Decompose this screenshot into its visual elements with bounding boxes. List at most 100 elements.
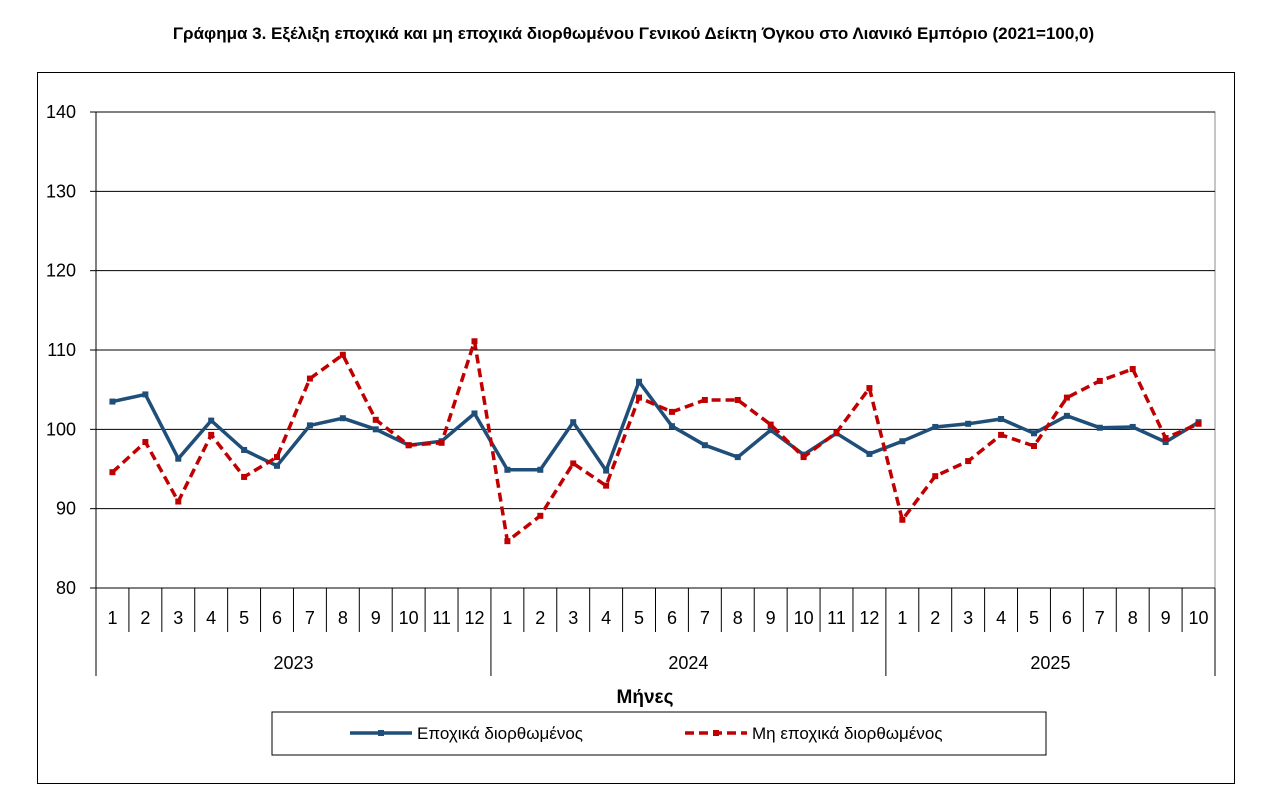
data-point: [1030, 430, 1037, 437]
data-point: [405, 442, 412, 449]
x-tick-label: 6: [1062, 608, 1072, 628]
y-tick-label: 120: [46, 261, 76, 281]
x-tick-label: 7: [1095, 608, 1105, 628]
chart-frame: [37, 72, 1235, 784]
data-point: [142, 439, 149, 446]
year-label: 2025: [1030, 653, 1070, 673]
data-point: [899, 438, 906, 445]
data-point: [603, 467, 610, 474]
data-point: [1030, 442, 1037, 449]
data-point: [372, 426, 379, 433]
data-point: [504, 538, 511, 545]
data-point: [109, 469, 116, 476]
x-tick-label: 8: [733, 608, 743, 628]
data-point: [668, 408, 675, 415]
x-tick-label: 7: [700, 608, 710, 628]
data-point: [339, 415, 346, 422]
x-tick-label: 10: [399, 608, 419, 628]
y-tick-label: 100: [46, 419, 76, 439]
x-tick-label: 8: [1128, 608, 1138, 628]
data-point: [537, 512, 544, 519]
data-point: [636, 394, 643, 401]
x-tick-label: 7: [305, 608, 315, 628]
data-point: [570, 419, 577, 426]
data-point: [932, 423, 939, 430]
x-tick-label: 11: [432, 608, 451, 628]
x-tick-label: 10: [1189, 608, 1209, 628]
data-point: [767, 421, 774, 428]
year-label: 2023: [273, 653, 313, 673]
x-tick-label: 4: [996, 608, 1006, 628]
legend-marker: [713, 730, 719, 736]
x-axis-title: Μήνες: [617, 687, 674, 708]
x-tick-label: 1: [897, 608, 907, 628]
x-tick-label: 9: [1161, 608, 1171, 628]
x-tick-label: 1: [107, 608, 117, 628]
x-tick-label: 4: [601, 608, 611, 628]
data-point: [241, 473, 248, 480]
x-tick-label: 12: [464, 608, 484, 628]
x-tick-label: 3: [173, 608, 183, 628]
data-point: [800, 454, 807, 461]
data-point: [306, 375, 313, 382]
data-point: [899, 516, 906, 523]
data-point: [241, 446, 248, 453]
x-tick-label: 11: [827, 608, 846, 628]
data-point: [339, 351, 346, 358]
data-point: [438, 439, 445, 446]
data-point: [208, 431, 215, 438]
x-tick-label: 2: [535, 608, 545, 628]
data-point: [372, 416, 379, 423]
x-tick-label: 5: [1029, 608, 1039, 628]
x-tick-label: 4: [206, 608, 216, 628]
data-point: [668, 423, 675, 430]
x-tick-label: 6: [667, 608, 677, 628]
data-point: [701, 396, 708, 403]
data-point: [1129, 366, 1136, 373]
series-line-1: [112, 379, 1200, 473]
x-tick-label: 1: [502, 608, 512, 628]
data-point: [998, 431, 1005, 438]
data-point: [570, 460, 577, 467]
series-line-2: [111, 339, 1200, 543]
data-point: [767, 427, 774, 434]
y-tick-label: 80: [56, 578, 76, 598]
data-point: [504, 466, 511, 473]
data-point: [471, 338, 478, 345]
x-tick-label: 5: [634, 608, 644, 628]
x-tick-label: 9: [371, 608, 381, 628]
data-point: [1063, 412, 1070, 419]
data-point: [306, 422, 313, 429]
data-point: [866, 385, 873, 392]
data-point: [537, 466, 544, 473]
data-point: [1063, 394, 1070, 401]
data-point: [998, 416, 1005, 423]
chart-title: Γράφημα 3. Εξέλιξη εποχικά και μη εποχικ…: [172, 24, 1095, 43]
data-point: [1162, 435, 1169, 442]
data-point: [734, 454, 741, 461]
y-tick-label: 130: [46, 181, 76, 201]
x-tick-label: 3: [963, 608, 973, 628]
data-point: [1129, 423, 1136, 430]
data-point: [603, 482, 610, 489]
x-tick-label: 8: [338, 608, 348, 628]
x-tick-label: 10: [794, 608, 814, 628]
data-point: [175, 455, 182, 462]
legend-label-1: Εποχικά διορθωμένος: [417, 724, 583, 743]
data-point: [636, 378, 643, 385]
y-tick-label: 90: [56, 499, 76, 519]
data-point: [932, 473, 939, 480]
data-point: [471, 410, 478, 417]
legend-marker: [378, 730, 384, 736]
x-tick-label: 3: [568, 608, 578, 628]
x-tick-label: 2: [140, 608, 150, 628]
x-tick-label: 6: [272, 608, 282, 628]
data-point: [1162, 439, 1169, 446]
data-point: [833, 429, 840, 436]
y-tick-label: 140: [46, 102, 76, 122]
data-point: [175, 498, 182, 505]
data-point: [109, 398, 116, 405]
year-label: 2024: [668, 653, 708, 673]
x-tick-label: 9: [766, 608, 776, 628]
